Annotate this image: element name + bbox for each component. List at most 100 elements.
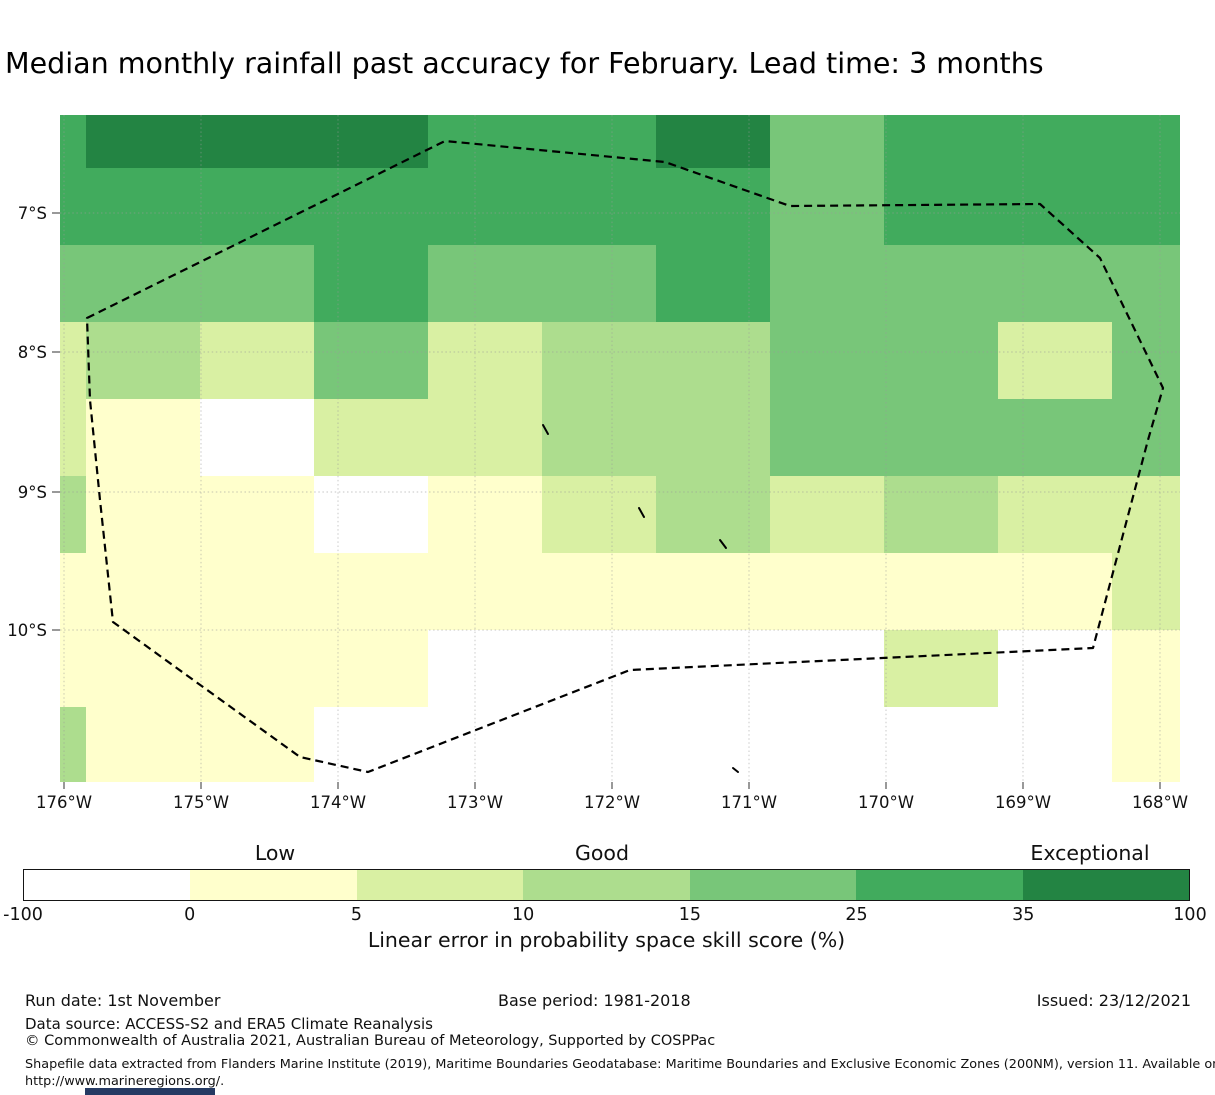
grid-cell — [542, 630, 656, 707]
grid-cell — [200, 476, 314, 553]
x-tick-label: 172°W — [584, 793, 640, 812]
grid-cell — [656, 553, 770, 630]
grid-cell — [60, 399, 86, 476]
colorbar-tick-label: 0 — [184, 905, 196, 925]
island-mark — [542, 424, 549, 435]
grid-cell — [200, 553, 314, 630]
colorbar-segment — [24, 870, 191, 900]
grid-cell — [60, 707, 86, 782]
grid-cell — [428, 476, 542, 553]
colorbar-segment — [1022, 870, 1189, 900]
island-mark — [719, 539, 727, 549]
chart-title: Median monthly rainfall past accuracy fo… — [5, 47, 1044, 80]
grid-cell — [884, 322, 998, 399]
grid-cell — [998, 322, 1112, 399]
colorbar-segment — [356, 870, 524, 900]
grid-cell — [656, 707, 770, 782]
grid-cell — [542, 245, 656, 322]
grid-cell — [314, 476, 428, 553]
colorbar-segment — [190, 870, 357, 900]
grid-cell — [998, 707, 1112, 782]
y-tick-label: 8°S — [18, 343, 47, 362]
grid-cell — [428, 707, 542, 782]
grid-cell — [998, 399, 1112, 476]
grid-cell — [314, 115, 428, 168]
x-tick-label: 171°W — [721, 793, 777, 812]
x-tick-label: 176°W — [36, 793, 92, 812]
grid-cell — [314, 399, 428, 476]
grid-cell — [200, 245, 314, 322]
colorbar-segment — [523, 870, 690, 900]
grid-cell — [1112, 322, 1180, 399]
grid-cell — [314, 707, 428, 782]
grid-cell — [200, 168, 314, 245]
colorbar-axis-label: Linear error in probability space skill … — [367, 928, 846, 952]
grid-cell — [428, 630, 542, 707]
grid-cell — [770, 707, 884, 782]
colorbar-category-low: Low — [254, 841, 296, 865]
grid-cell — [86, 707, 200, 782]
grid-cell — [86, 115, 200, 168]
colorbar-tick-label: 10 — [512, 905, 535, 925]
island-mark — [732, 767, 739, 773]
grid-cell — [884, 476, 998, 553]
grid-cell — [200, 322, 314, 399]
colorbar-tick-label: 100 — [1173, 905, 1207, 925]
colorbar-tick-label: 15 — [678, 905, 701, 925]
colorbar-category-exceptional: Exceptional — [1030, 841, 1150, 865]
grid-cell — [542, 476, 656, 553]
grid-cell — [86, 553, 200, 630]
grid-cell — [542, 707, 656, 782]
grid-cell — [86, 322, 200, 399]
grid-cell — [200, 630, 314, 707]
colorbar-segment — [856, 870, 1023, 900]
grid-cell — [86, 399, 200, 476]
colorbar-segment — [689, 870, 857, 900]
colorbar-tick-label: 5 — [350, 905, 362, 925]
grid-cell — [884, 245, 998, 322]
grid-cell — [770, 245, 884, 322]
grid-cell — [314, 245, 428, 322]
grid-cell — [542, 553, 656, 630]
grid-cell — [656, 322, 770, 399]
grid-cell — [884, 168, 998, 245]
grid-cell — [200, 115, 314, 168]
grid-cell — [998, 245, 1112, 322]
grid-cell — [884, 707, 998, 782]
island-mark — [638, 507, 645, 518]
footer-issued-date: Issued: 23/12/2021 — [1036, 991, 1191, 1010]
grid-cell — [884, 553, 998, 630]
grid-cell — [1112, 553, 1180, 630]
x-tick-label: 170°W — [858, 793, 914, 812]
colorbar — [23, 869, 1190, 901]
footer-copyright: © Commonwealth of Australia 2021, Austra… — [25, 1033, 716, 1049]
y-tick-label: 7°S — [18, 204, 47, 223]
grid-cell — [770, 553, 884, 630]
y-tick-label: 9°S — [18, 483, 47, 502]
colorbar-tick-label: 35 — [1012, 905, 1035, 925]
grid-cell — [428, 399, 542, 476]
grid-cell — [200, 707, 314, 782]
grid-cell — [1112, 399, 1180, 476]
footer-data-source: Data source: ACCESS-S2 and ERA5 Climate … — [25, 1015, 433, 1033]
grid-cell — [998, 630, 1112, 707]
eez-boundary — [85, 139, 1165, 774]
grid-cell — [770, 168, 884, 245]
grid-cell — [428, 322, 542, 399]
grid-cell — [542, 399, 656, 476]
grid-cell — [200, 399, 314, 476]
footer-base-period: Base period: 1981-2018 — [498, 991, 691, 1010]
x-tick-label: 168°W — [1132, 793, 1188, 812]
grid-cell — [1112, 245, 1180, 322]
grid-cell — [998, 553, 1112, 630]
grid-cell — [656, 399, 770, 476]
grid-cell — [770, 322, 884, 399]
grid-cell — [770, 476, 884, 553]
grid-cell — [542, 322, 656, 399]
grid-cell — [998, 168, 1112, 245]
grid-cell — [770, 399, 884, 476]
grid-cell — [884, 115, 998, 168]
grid-cell — [770, 630, 884, 707]
x-tick-label: 169°W — [995, 793, 1051, 812]
